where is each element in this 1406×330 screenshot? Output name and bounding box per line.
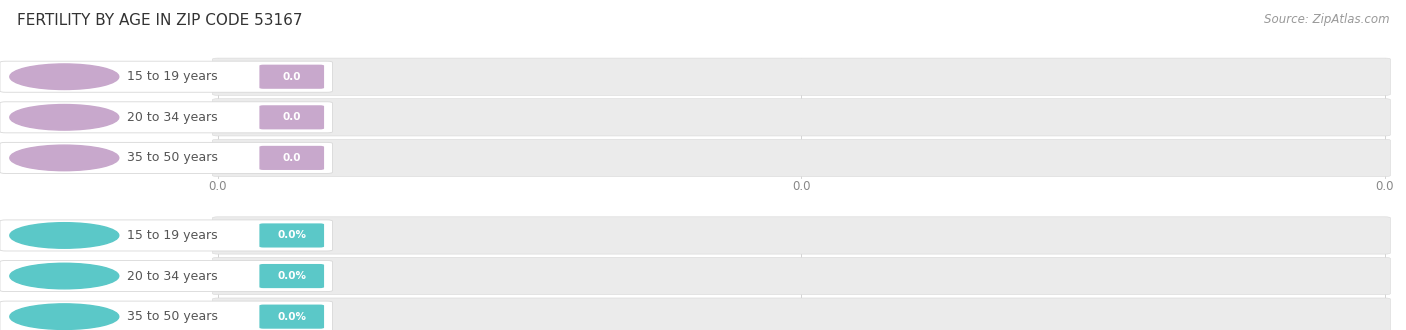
FancyBboxPatch shape <box>259 305 323 329</box>
FancyBboxPatch shape <box>259 264 323 288</box>
FancyBboxPatch shape <box>212 58 1391 95</box>
Text: 0.0%: 0.0% <box>277 271 307 281</box>
FancyBboxPatch shape <box>212 298 1391 330</box>
Text: 0.0: 0.0 <box>283 72 301 82</box>
FancyBboxPatch shape <box>0 142 332 174</box>
FancyBboxPatch shape <box>259 223 323 248</box>
FancyBboxPatch shape <box>212 257 1391 295</box>
Circle shape <box>10 64 118 89</box>
Text: Source: ZipAtlas.com: Source: ZipAtlas.com <box>1264 13 1389 26</box>
FancyBboxPatch shape <box>212 217 1391 254</box>
Text: FERTILITY BY AGE IN ZIP CODE 53167: FERTILITY BY AGE IN ZIP CODE 53167 <box>17 13 302 28</box>
Text: 35 to 50 years: 35 to 50 years <box>127 310 218 323</box>
Text: 0.0%: 0.0% <box>277 312 307 322</box>
FancyBboxPatch shape <box>259 65 323 89</box>
Circle shape <box>10 145 118 171</box>
Text: 15 to 19 years: 15 to 19 years <box>127 70 218 83</box>
Text: 0.0: 0.0 <box>283 112 301 122</box>
FancyBboxPatch shape <box>0 102 332 133</box>
Text: 15 to 19 years: 15 to 19 years <box>127 229 218 242</box>
FancyBboxPatch shape <box>0 260 332 292</box>
FancyBboxPatch shape <box>259 105 323 129</box>
FancyBboxPatch shape <box>259 146 323 170</box>
Text: 0.0: 0.0 <box>208 180 228 193</box>
Text: 20 to 34 years: 20 to 34 years <box>127 270 218 282</box>
Circle shape <box>10 105 118 130</box>
FancyBboxPatch shape <box>212 99 1391 136</box>
Text: 0.0%: 0.0% <box>277 230 307 241</box>
Text: 0.0: 0.0 <box>283 153 301 163</box>
Circle shape <box>10 263 118 289</box>
Text: 0.0: 0.0 <box>792 180 811 193</box>
Text: 20 to 34 years: 20 to 34 years <box>127 111 218 124</box>
Circle shape <box>10 304 118 329</box>
FancyBboxPatch shape <box>0 61 332 92</box>
FancyBboxPatch shape <box>212 139 1391 177</box>
FancyBboxPatch shape <box>0 220 332 251</box>
Text: 0.0: 0.0 <box>1375 180 1395 193</box>
Circle shape <box>10 223 118 248</box>
Text: 35 to 50 years: 35 to 50 years <box>127 151 218 164</box>
FancyBboxPatch shape <box>0 301 332 330</box>
